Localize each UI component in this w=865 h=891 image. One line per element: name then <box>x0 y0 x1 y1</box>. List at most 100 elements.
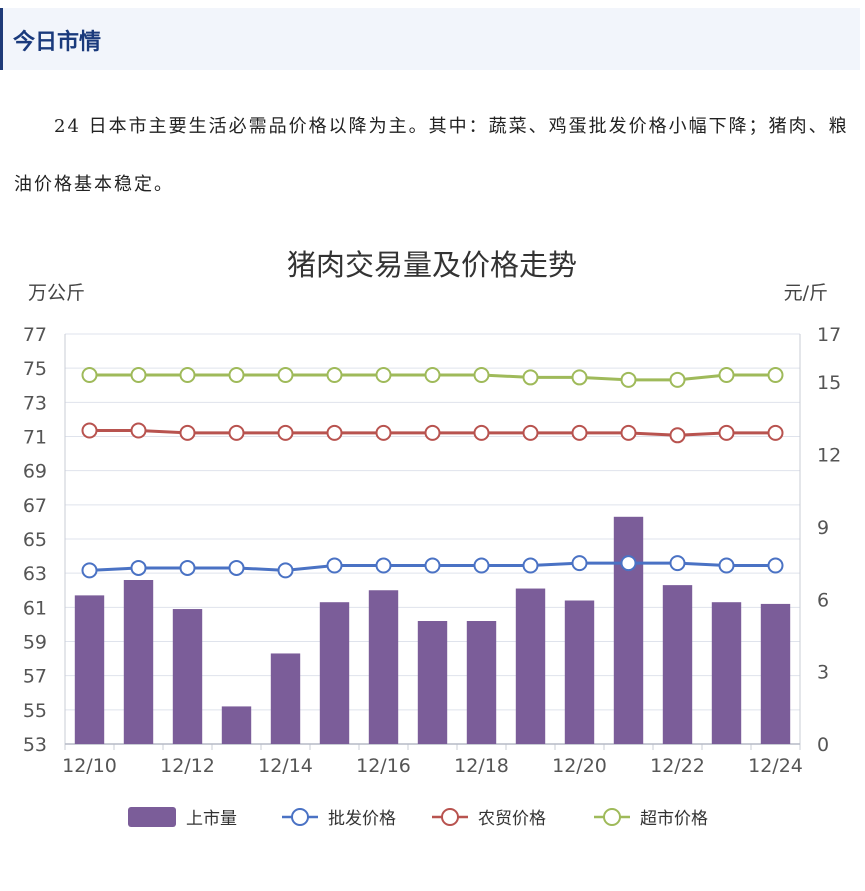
x-tick-label: 12/22 <box>650 755 705 777</box>
price-point <box>326 367 343 383</box>
volume-bar <box>466 621 497 744</box>
price-point <box>130 367 147 383</box>
price-point <box>718 424 735 441</box>
volume-bar <box>270 653 301 744</box>
tick-labels: 77757371696765636159575553171512963012/1… <box>23 324 841 777</box>
volume-bar <box>760 603 791 744</box>
left-tick-label: 65 <box>23 529 47 551</box>
price-point <box>277 424 294 441</box>
right-tick-label: 9 <box>817 517 829 539</box>
volume-bar <box>662 585 693 744</box>
left-tick-label: 73 <box>23 392 47 414</box>
right-tick-label: 0 <box>817 734 829 756</box>
right-tick-label: 6 <box>817 589 829 611</box>
right-tick-label: 12 <box>817 445 841 467</box>
price-point <box>767 424 784 441</box>
price-point <box>718 557 735 574</box>
right-tick-label: 3 <box>817 662 829 684</box>
x-tick-label: 12/24 <box>748 755 803 777</box>
left-axis-unit: 万公斤 <box>28 282 85 304</box>
right-tick-label: 15 <box>817 372 841 394</box>
price-point <box>522 424 539 441</box>
volume-bar <box>515 588 546 744</box>
legend-label: 农贸价格 <box>478 809 546 829</box>
price-point <box>669 555 686 572</box>
x-tick-label: 12/20 <box>552 755 607 777</box>
price-point <box>81 367 98 383</box>
price-point <box>571 369 588 386</box>
price-point <box>228 424 245 441</box>
left-tick-label: 75 <box>23 358 47 380</box>
price-point <box>277 562 294 579</box>
legend-swatch-marker <box>441 808 459 826</box>
volume-bar <box>172 609 203 744</box>
price-point <box>375 367 392 383</box>
x-tick-label: 12/10 <box>62 755 117 777</box>
price-point <box>473 424 490 441</box>
left-tick-label: 53 <box>23 734 47 756</box>
right-tick-label: 17 <box>817 324 841 346</box>
price-point <box>620 555 637 572</box>
left-tick-label: 67 <box>23 495 47 517</box>
volume-bar <box>613 516 644 744</box>
price-point <box>669 371 686 388</box>
price-point <box>277 367 294 383</box>
left-tick-label: 57 <box>23 666 47 688</box>
line-series <box>81 367 784 579</box>
volume-bar <box>319 602 350 744</box>
price-point <box>179 559 196 576</box>
price-point <box>424 557 441 574</box>
price-point <box>228 367 245 383</box>
price-point <box>130 559 147 576</box>
price-point <box>179 367 196 383</box>
price-point <box>767 557 784 574</box>
price-point <box>81 562 98 579</box>
price-point <box>620 371 637 388</box>
volume-bar <box>221 706 252 744</box>
legend-label: 超市价格 <box>640 809 708 829</box>
price-point <box>522 557 539 574</box>
price-point <box>81 422 98 439</box>
price-point <box>130 422 147 439</box>
x-tick-label: 12/16 <box>356 755 411 777</box>
price-point <box>620 424 637 441</box>
left-tick-label: 59 <box>23 632 47 654</box>
price-point <box>571 555 588 572</box>
price-point <box>375 557 392 574</box>
legend-label: 上市量 <box>186 809 237 829</box>
section-title: 今日市情 <box>13 30 102 55</box>
legend-swatch-marker <box>291 808 309 826</box>
price-point <box>718 367 735 383</box>
price-point <box>424 424 441 441</box>
price-point <box>326 424 343 441</box>
bar-series <box>74 516 791 744</box>
price-point <box>571 424 588 441</box>
pork-volume-price-chart: 猪肉交易量及价格走势 万公斤 元/斤 777573716967656361595… <box>23 248 841 829</box>
price-point <box>767 367 784 383</box>
volume-bar <box>564 600 595 744</box>
left-tick-label: 77 <box>23 324 47 346</box>
price-point <box>375 424 392 441</box>
market-summary-paragraph: 24 日本市主要生活必需品价格以降为主。其中：蔬菜、鸡蛋批发价格小幅下降；猪肉、… <box>14 116 849 195</box>
x-tick-label: 12/18 <box>454 755 509 777</box>
price-point <box>424 367 441 383</box>
volume-bar <box>368 590 399 744</box>
legend-swatch-bar <box>128 807 176 827</box>
price-point <box>179 424 196 441</box>
price-point <box>473 557 490 574</box>
left-tick-label: 63 <box>23 563 47 585</box>
price-point <box>326 557 343 574</box>
legend-swatch-marker <box>603 808 621 826</box>
volume-bar <box>417 621 448 744</box>
left-tick-label: 61 <box>23 597 47 619</box>
volume-bar <box>74 595 105 744</box>
legend-label: 批发价格 <box>328 809 396 829</box>
legend: 上市量 批发价格 农贸价格 超市价格 <box>128 807 708 829</box>
price-point <box>473 367 490 383</box>
price-point <box>228 559 245 576</box>
left-tick-label: 55 <box>23 700 47 722</box>
section-header: 今日市情 <box>0 8 860 70</box>
price-point <box>522 369 539 386</box>
chart-title: 猪肉交易量及价格走势 <box>287 248 577 282</box>
price-point <box>669 427 686 444</box>
